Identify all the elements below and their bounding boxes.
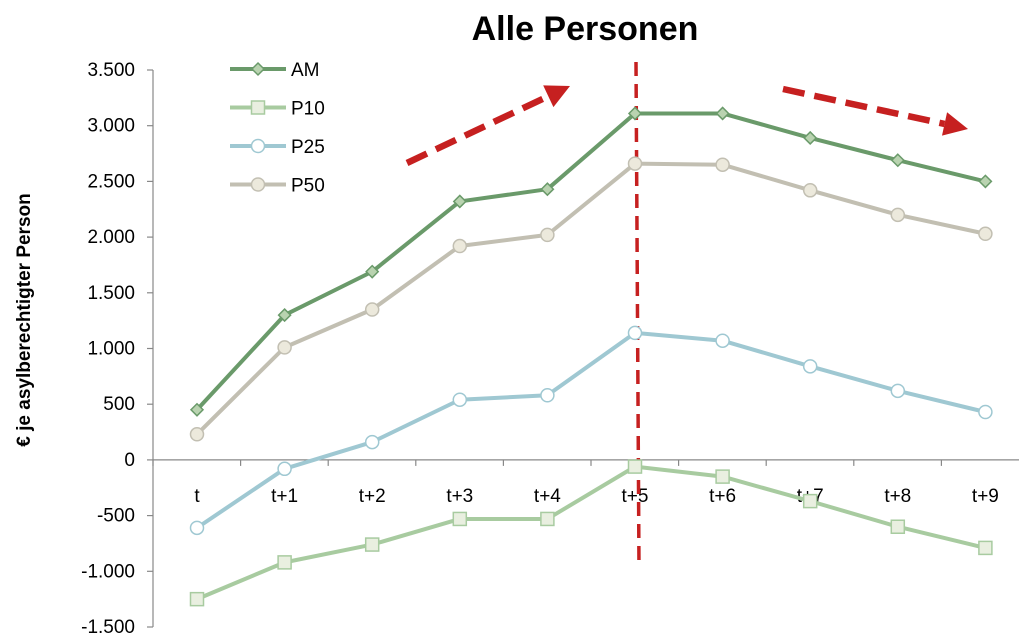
circle-marker <box>715 333 730 348</box>
square-marker <box>715 469 730 484</box>
legend-label: P25 <box>291 137 325 158</box>
y-tick-label: 3.000 <box>87 116 135 137</box>
y-tick-label: -1.000 <box>81 561 135 582</box>
square-marker <box>250 100 266 115</box>
circle-marker <box>627 325 643 341</box>
diamond-marker <box>540 182 555 197</box>
circle-marker <box>715 157 730 172</box>
y-tick-label: 3.500 <box>87 60 135 81</box>
diamond-marker <box>365 264 380 279</box>
diamond-marker <box>452 194 467 209</box>
square-marker <box>802 493 818 509</box>
series-line <box>196 464 986 601</box>
legend-item-p25: P25 <box>230 137 325 158</box>
diamond-marker <box>627 106 643 121</box>
y-tick-label: 2.500 <box>87 171 135 192</box>
diamond-marker <box>890 153 905 168</box>
circle-marker <box>364 434 380 450</box>
arrow-shaft <box>782 85 946 128</box>
circle-marker <box>627 156 643 171</box>
square-marker <box>978 540 993 556</box>
y-tick-label: 1.500 <box>87 283 135 304</box>
x-tick-label: t <box>194 486 200 507</box>
circle-marker <box>189 427 205 442</box>
series-p25 <box>189 325 993 536</box>
circle-marker <box>540 388 555 403</box>
square-marker <box>540 511 555 527</box>
square-marker <box>627 459 643 474</box>
circle-marker <box>277 461 292 477</box>
y-tick-label: -500 <box>97 506 135 527</box>
x-tick-label: t+5 <box>622 486 649 507</box>
series-line <box>195 330 986 530</box>
diamond-marker <box>277 308 292 323</box>
series-p50 <box>189 156 993 442</box>
square-marker <box>277 555 292 570</box>
series-p10 <box>189 459 993 607</box>
x-tick-label: t+6 <box>709 486 736 507</box>
square-marker <box>890 519 906 534</box>
y-tick-label: 0 <box>124 450 135 471</box>
diamond-marker <box>978 174 993 189</box>
square-marker <box>364 537 380 552</box>
legend: AM P10 P25 P50 <box>230 60 325 197</box>
y-tick-label: -1.500 <box>81 617 135 638</box>
circle-marker <box>364 302 380 317</box>
y-tick-label: 1.000 <box>87 339 135 360</box>
diamond-marker <box>715 106 730 121</box>
series-am <box>189 106 993 417</box>
vertical-dashed-line <box>634 61 641 569</box>
arrow-head <box>942 112 968 136</box>
circle-marker <box>189 520 205 536</box>
falling-arrow <box>782 85 968 136</box>
square-marker <box>452 511 468 527</box>
legend-item-am: AM <box>230 60 320 81</box>
legend-item-p50: P50 <box>230 176 325 197</box>
y-tick-label: 2.000 <box>87 227 135 248</box>
circle-marker <box>890 383 906 399</box>
circle-marker <box>250 177 266 192</box>
series-layer <box>189 106 993 607</box>
circle-marker <box>250 138 266 154</box>
diamond-marker <box>189 402 205 417</box>
circle-marker <box>978 226 993 242</box>
circle-marker <box>802 359 818 374</box>
rising-arrow <box>405 85 570 166</box>
diamond-marker <box>250 61 266 77</box>
circle-marker <box>452 238 468 254</box>
circle-marker <box>890 207 906 223</box>
x-tick-label: t+1 <box>271 486 298 507</box>
legend-item-p10: P10 <box>230 99 325 120</box>
x-tick-label: t+3 <box>446 486 473 507</box>
arrow-head <box>543 85 570 108</box>
series-line <box>195 111 986 412</box>
axes: 3.500 3.000 2.500 2.000 1.500 1.000 500 0 -500 -1… <box>81 60 1019 638</box>
annotations <box>405 61 968 569</box>
diamond-marker <box>803 130 818 146</box>
square-marker <box>189 591 205 607</box>
y-axis-label: € je asylberechtigter Person <box>14 193 35 446</box>
x-tick-label: t+4 <box>534 486 561 507</box>
y-tick-label: 500 <box>103 394 135 415</box>
chart-title: Alle Personen <box>472 10 699 48</box>
x-tick-label: t+9 <box>972 486 999 507</box>
arrow-shaft <box>405 93 550 166</box>
x-tick-label: t+8 <box>884 486 911 507</box>
x-tick-label: t+2 <box>359 486 386 507</box>
legend-label: AM <box>291 60 320 81</box>
circle-marker <box>452 392 468 407</box>
series-line <box>195 161 986 436</box>
circle-marker <box>802 183 818 198</box>
circle-marker <box>978 404 993 420</box>
circle-marker <box>277 340 292 355</box>
legend-label: P50 <box>291 176 325 197</box>
legend-label: P10 <box>291 99 325 120</box>
circle-marker <box>540 227 555 243</box>
